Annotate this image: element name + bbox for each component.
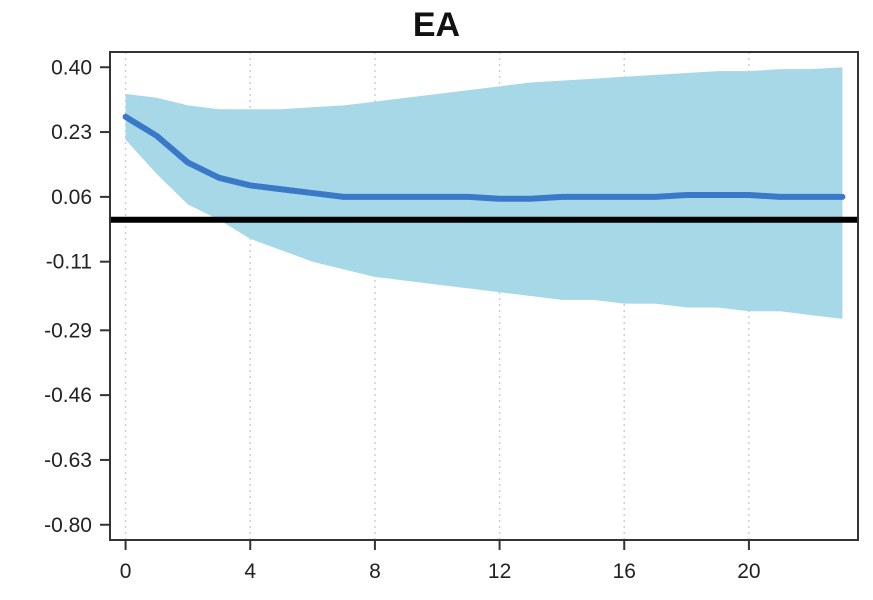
x-tick-label: 12	[488, 560, 511, 583]
y-tick-label: -0.80	[44, 514, 92, 537]
y-tick-label: -0.46	[44, 384, 92, 407]
x-tick-label: 8	[369, 560, 381, 583]
x-tick-label: 4	[244, 560, 256, 583]
x-tick-label: 16	[613, 560, 636, 583]
y-tick-label: -0.29	[44, 319, 92, 342]
x-tick-label: 20	[737, 560, 760, 583]
confidence-band	[125, 67, 843, 319]
y-tick-label: -0.11	[46, 251, 92, 274]
x-tick-label: 0	[120, 560, 132, 583]
y-tick-label: 0.40	[51, 56, 92, 79]
plot-frame	[109, 51, 859, 541]
chart-title: EA	[412, 6, 461, 44]
y-tick-label: -0.63	[44, 449, 92, 472]
series-line	[122, 113, 846, 202]
y-tick-label: 0.23	[51, 121, 92, 144]
y-tick-label: 0.06	[51, 186, 92, 209]
